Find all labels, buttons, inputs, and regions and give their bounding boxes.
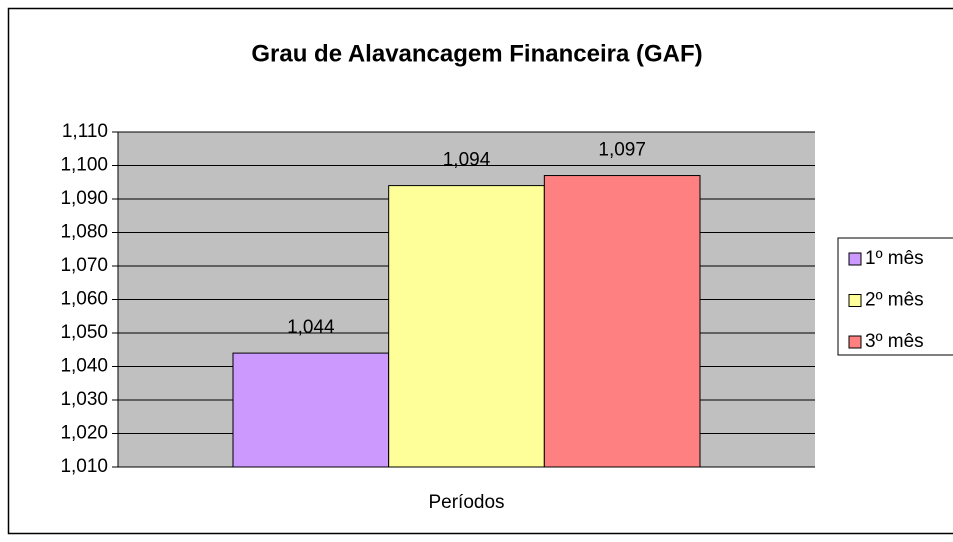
bar bbox=[232, 352, 390, 468]
y-tick-label: 1,060 bbox=[60, 289, 108, 310]
value-label: 1,094 bbox=[443, 150, 491, 171]
legend-swatch bbox=[848, 252, 862, 266]
chart-title: Grau de Alavancagem Financeira (GAF) bbox=[251, 40, 702, 67]
y-tick-label: 1,100 bbox=[60, 155, 108, 176]
y-tick-label: 1,040 bbox=[60, 356, 108, 377]
legend-swatch bbox=[848, 294, 862, 307]
legend-label: 1º mês bbox=[865, 248, 924, 269]
y-tick-label: 1,030 bbox=[60, 389, 108, 410]
bar bbox=[388, 185, 545, 468]
y-tick-label: 1,020 bbox=[60, 423, 108, 444]
x-tick-label: Períodos bbox=[428, 492, 504, 513]
legend-label: 2º mês bbox=[865, 290, 924, 311]
y-tick-label: 1,110 bbox=[62, 121, 108, 142]
y-tick-label: 1,010 bbox=[60, 456, 108, 477]
legend-label: 3º mês bbox=[865, 331, 924, 352]
y-tick-label: 1,080 bbox=[60, 222, 108, 243]
y-tick-label: 1,090 bbox=[60, 188, 108, 209]
legend-swatch bbox=[848, 335, 862, 349]
bar bbox=[543, 175, 701, 468]
value-label: 1,097 bbox=[598, 140, 646, 161]
y-tick-label: 1,050 bbox=[60, 322, 108, 343]
value-label: 1,044 bbox=[287, 317, 335, 338]
y-tick-label: 1,070 bbox=[60, 255, 108, 276]
